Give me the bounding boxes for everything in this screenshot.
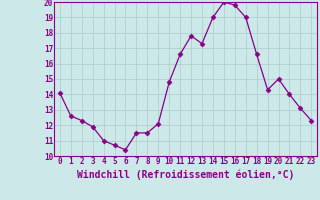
X-axis label: Windchill (Refroidissement éolien,°C): Windchill (Refroidissement éolien,°C) <box>77 169 294 180</box>
